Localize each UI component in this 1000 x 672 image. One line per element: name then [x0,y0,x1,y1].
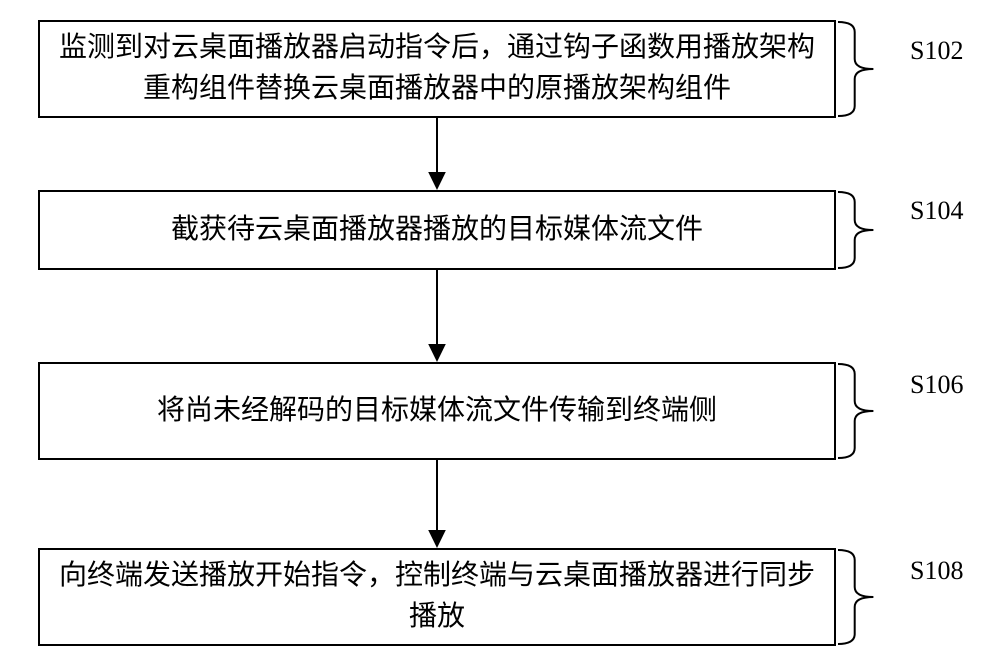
bracket-s102 [836,20,904,118]
step-label-s108: S108 [910,556,963,586]
flow-node-text-s102: 监测到对云桌面播放器启动指令后，通过钩子函数用播放架构重构组件替换云桌面播放器中… [52,28,822,109]
bracket-s104 [836,190,904,270]
flow-node-s102: 监测到对云桌面播放器启动指令后，通过钩子函数用播放架构重构组件替换云桌面播放器中… [38,20,836,118]
arrow-s104-s106 [421,270,453,362]
bracket-s108 [836,548,904,646]
step-label-s102: S102 [910,36,963,66]
flow-node-s104: 截获待云桌面播放器播放的目标媒体流文件 [38,190,836,270]
arrow-s106-s108 [421,460,453,548]
bracket-s106 [836,362,904,460]
flow-node-s108: 向终端发送播放开始指令，控制终端与云桌面播放器进行同步播放 [38,548,836,646]
flow-node-text-s106: 将尚未经解码的目标媒体流文件传输到终端侧 [52,391,822,432]
arrow-s102-s104 [421,118,453,190]
step-label-s104: S104 [910,196,963,226]
step-label-s106: S106 [910,370,963,400]
flow-node-s106: 将尚未经解码的目标媒体流文件传输到终端侧 [38,362,836,460]
flow-node-text-s108: 向终端发送播放开始指令，控制终端与云桌面播放器进行同步播放 [52,556,822,637]
flowchart-canvas: 监测到对云桌面播放器启动指令后，通过钩子函数用播放架构重构组件替换云桌面播放器中… [0,0,1000,672]
flow-node-text-s104: 截获待云桌面播放器播放的目标媒体流文件 [52,210,822,251]
